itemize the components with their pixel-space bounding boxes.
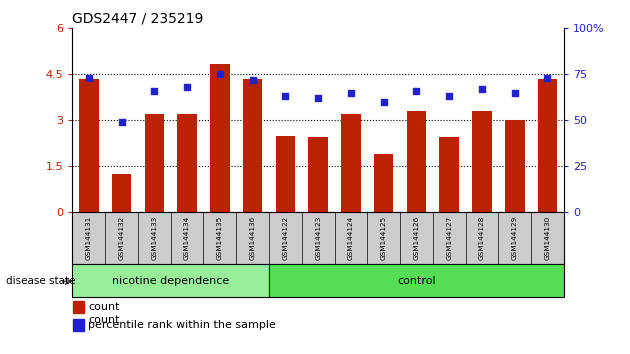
- Text: GSM144136: GSM144136: [249, 216, 256, 260]
- Text: GSM144124: GSM144124: [348, 216, 354, 260]
- Bar: [144, 114, 164, 212]
- Text: GSM144134: GSM144134: [184, 216, 190, 260]
- Point: [411, 88, 421, 94]
- Point: [149, 88, 159, 94]
- Point: [477, 86, 487, 92]
- Bar: [243, 79, 263, 212]
- Point: [379, 99, 389, 105]
- Point: [510, 90, 520, 96]
- Point: [84, 75, 94, 81]
- Point: [117, 119, 127, 125]
- Point: [182, 84, 192, 90]
- Bar: [308, 137, 328, 212]
- Bar: [112, 174, 132, 212]
- Point: [542, 75, 553, 81]
- Text: GSM144123: GSM144123: [315, 216, 321, 260]
- Bar: [72, 264, 269, 297]
- Text: count: count: [88, 315, 120, 325]
- Text: GSM144128: GSM144128: [479, 216, 485, 260]
- Bar: [406, 111, 427, 212]
- Bar: [374, 154, 394, 212]
- Point: [346, 90, 356, 96]
- Bar: [275, 136, 295, 212]
- Text: control: control: [397, 275, 436, 286]
- Point: [248, 77, 258, 83]
- Bar: [472, 111, 492, 212]
- Text: GDS2447 / 235219: GDS2447 / 235219: [72, 12, 204, 26]
- Text: GSM144135: GSM144135: [217, 216, 223, 260]
- Text: GSM144132: GSM144132: [118, 216, 125, 260]
- Bar: [341, 114, 361, 212]
- Bar: [73, 301, 84, 313]
- Point: [444, 93, 454, 99]
- Bar: [73, 319, 84, 331]
- Point: [215, 72, 225, 77]
- Text: GSM144129: GSM144129: [512, 216, 518, 260]
- Bar: [269, 264, 564, 297]
- Text: GSM144131: GSM144131: [86, 216, 92, 260]
- Text: GSM144126: GSM144126: [413, 216, 420, 260]
- Text: GSM144125: GSM144125: [381, 216, 387, 260]
- Bar: [79, 79, 99, 212]
- Text: GSM144130: GSM144130: [544, 216, 551, 260]
- Bar: [210, 64, 230, 212]
- Text: disease state: disease state: [6, 276, 76, 286]
- Text: nicotine dependence: nicotine dependence: [112, 275, 229, 286]
- Text: percentile rank within the sample: percentile rank within the sample: [88, 320, 276, 330]
- Text: GSM144122: GSM144122: [282, 216, 289, 260]
- Point: [313, 96, 323, 101]
- Text: count: count: [88, 302, 120, 312]
- Text: GSM144127: GSM144127: [446, 216, 452, 260]
- Bar: [537, 79, 558, 212]
- Bar: [439, 137, 459, 212]
- Bar: [177, 114, 197, 212]
- Text: GSM144133: GSM144133: [151, 216, 158, 260]
- Bar: [505, 120, 525, 212]
- Point: [280, 93, 290, 99]
